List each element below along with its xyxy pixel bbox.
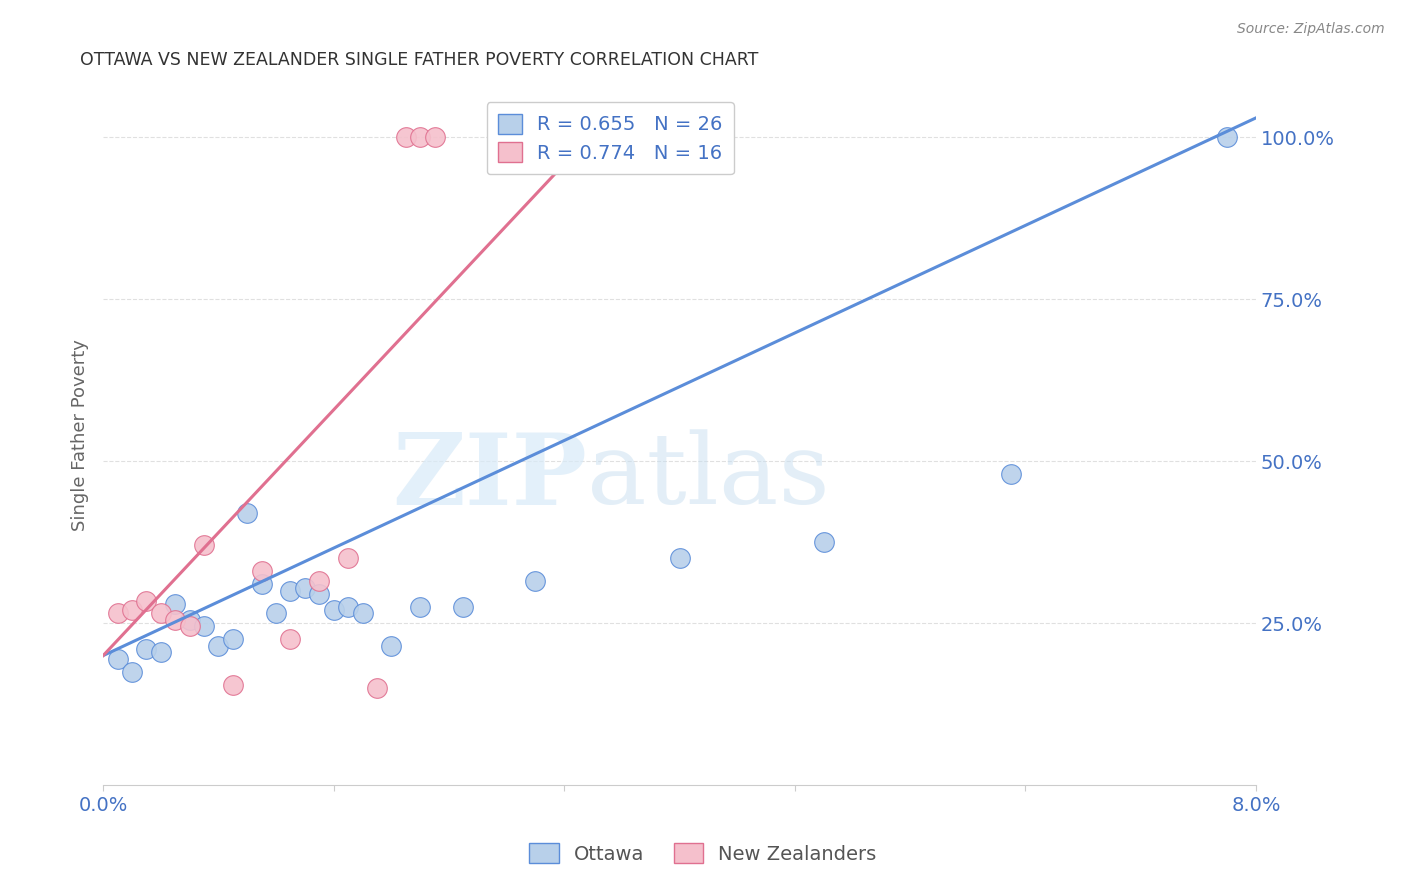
Point <box>380 639 402 653</box>
Point <box>236 506 259 520</box>
Point <box>222 678 245 692</box>
Point <box>366 681 388 695</box>
Legend: Ottawa, New Zealanders: Ottawa, New Zealanders <box>522 836 884 871</box>
Text: OTTAWA VS NEW ZEALANDER SINGLE FATHER POVERTY CORRELATION CHART: OTTAWA VS NEW ZEALANDER SINGLE FATHER PO… <box>80 51 758 69</box>
Point <box>193 538 215 552</box>
Point <box>250 577 273 591</box>
Point <box>135 593 157 607</box>
Point <box>423 130 446 145</box>
Text: ZIP: ZIP <box>392 429 588 525</box>
Point <box>524 574 547 588</box>
Point <box>1216 130 1239 145</box>
Point <box>107 652 129 666</box>
Text: atlas: atlas <box>588 429 830 525</box>
Point <box>395 130 418 145</box>
Point <box>193 619 215 633</box>
Point <box>222 632 245 647</box>
Point <box>207 639 229 653</box>
Point <box>813 535 835 549</box>
Point <box>121 603 143 617</box>
Point <box>179 613 201 627</box>
Point <box>409 130 432 145</box>
Point <box>149 645 172 659</box>
Point <box>294 581 316 595</box>
Legend: R = 0.655   N = 26, R = 0.774   N = 16: R = 0.655 N = 26, R = 0.774 N = 16 <box>486 103 734 175</box>
Point <box>107 607 129 621</box>
Point <box>149 607 172 621</box>
Point <box>668 551 690 566</box>
Point <box>280 583 302 598</box>
Point <box>337 551 360 566</box>
Point <box>165 613 187 627</box>
Point <box>322 603 344 617</box>
Point <box>250 565 273 579</box>
Point <box>179 619 201 633</box>
Point <box>280 632 302 647</box>
Point <box>453 599 475 614</box>
Point <box>337 599 360 614</box>
Point <box>352 607 374 621</box>
Point <box>308 587 330 601</box>
Point <box>135 642 157 657</box>
Text: Source: ZipAtlas.com: Source: ZipAtlas.com <box>1237 22 1385 37</box>
Point <box>165 597 187 611</box>
Point <box>308 574 330 588</box>
Point <box>121 665 143 679</box>
Point <box>409 599 432 614</box>
Y-axis label: Single Father Poverty: Single Father Poverty <box>72 339 89 532</box>
Point <box>264 607 287 621</box>
Point <box>1000 467 1022 482</box>
